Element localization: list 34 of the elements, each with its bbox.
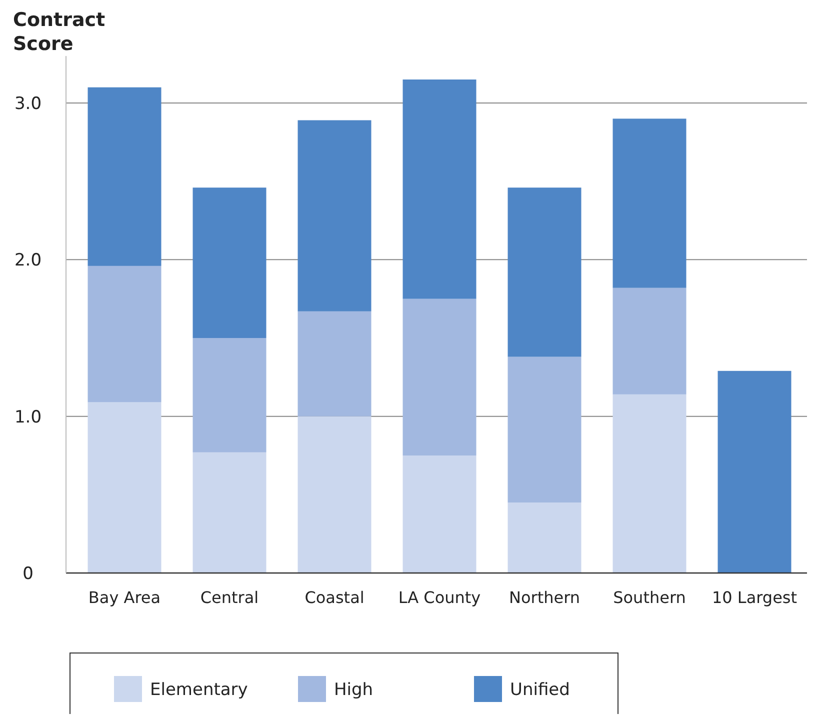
x-tick-label: LA County	[398, 588, 481, 607]
bar	[612, 118, 686, 288]
x-tick-label: Southern	[613, 588, 686, 607]
legend-label: Elementary	[150, 680, 248, 700]
x-tick-label: Northern	[508, 588, 580, 607]
bar	[612, 288, 686, 394]
bar	[192, 188, 266, 338]
bar	[298, 311, 372, 416]
x-tick-label: Central	[200, 588, 259, 607]
y-tick-label: 2.0	[14, 250, 42, 271]
x-tick-label: 10 Largest	[712, 588, 798, 607]
y-tick-label: 0	[22, 564, 34, 584]
bar	[402, 456, 476, 573]
bar	[402, 298, 476, 456]
bar	[192, 338, 266, 452]
bar	[718, 370, 792, 573]
bar	[298, 416, 372, 573]
x-tick-label: Coastal	[304, 588, 364, 607]
bar	[88, 266, 162, 402]
x-tick-label: Bay Area	[88, 588, 161, 607]
legend-label: Unified	[510, 680, 570, 700]
bar	[192, 452, 266, 573]
bar	[508, 188, 582, 357]
y-axis-title: Contract Score	[13, 9, 106, 55]
bar	[88, 402, 162, 573]
legend-label: High	[334, 680, 374, 700]
bar	[88, 87, 162, 266]
bar	[612, 394, 686, 573]
bar	[508, 502, 582, 573]
bar	[402, 80, 476, 299]
y-tick-label: 1.0	[14, 407, 42, 428]
y-tick-label: 3.0	[14, 94, 42, 114]
bar	[298, 120, 372, 312]
bar	[508, 356, 582, 502]
